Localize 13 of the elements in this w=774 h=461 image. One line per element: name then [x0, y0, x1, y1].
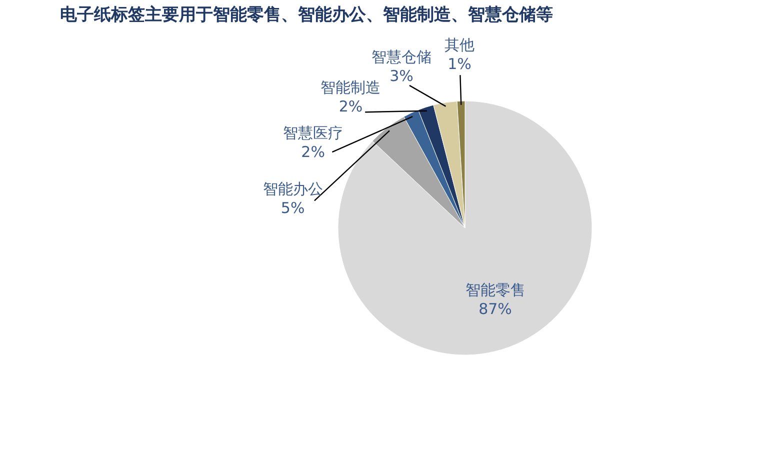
- data-label: 1%: [448, 55, 472, 74]
- data-label: 2%: [338, 97, 363, 116]
- slice-label: 智能办公: [262, 180, 323, 198]
- data-label: 87%: [478, 300, 512, 318]
- slice-label: 智能制造: [320, 78, 381, 96]
- slice-label: 智能零售: [465, 280, 526, 299]
- chart-title: 电子纸标签主要用于智能零售、智能办公、智能制造、智慧仓储等: [60, 5, 553, 25]
- slice-label: 其他: [444, 36, 475, 54]
- data-label: 5%: [280, 198, 305, 217]
- data-label: 2%: [301, 143, 325, 162]
- slice-label: 智慧仓储: [371, 48, 432, 66]
- data-label: 3%: [390, 66, 414, 85]
- slice-label: 智慧医疗: [283, 124, 344, 142]
